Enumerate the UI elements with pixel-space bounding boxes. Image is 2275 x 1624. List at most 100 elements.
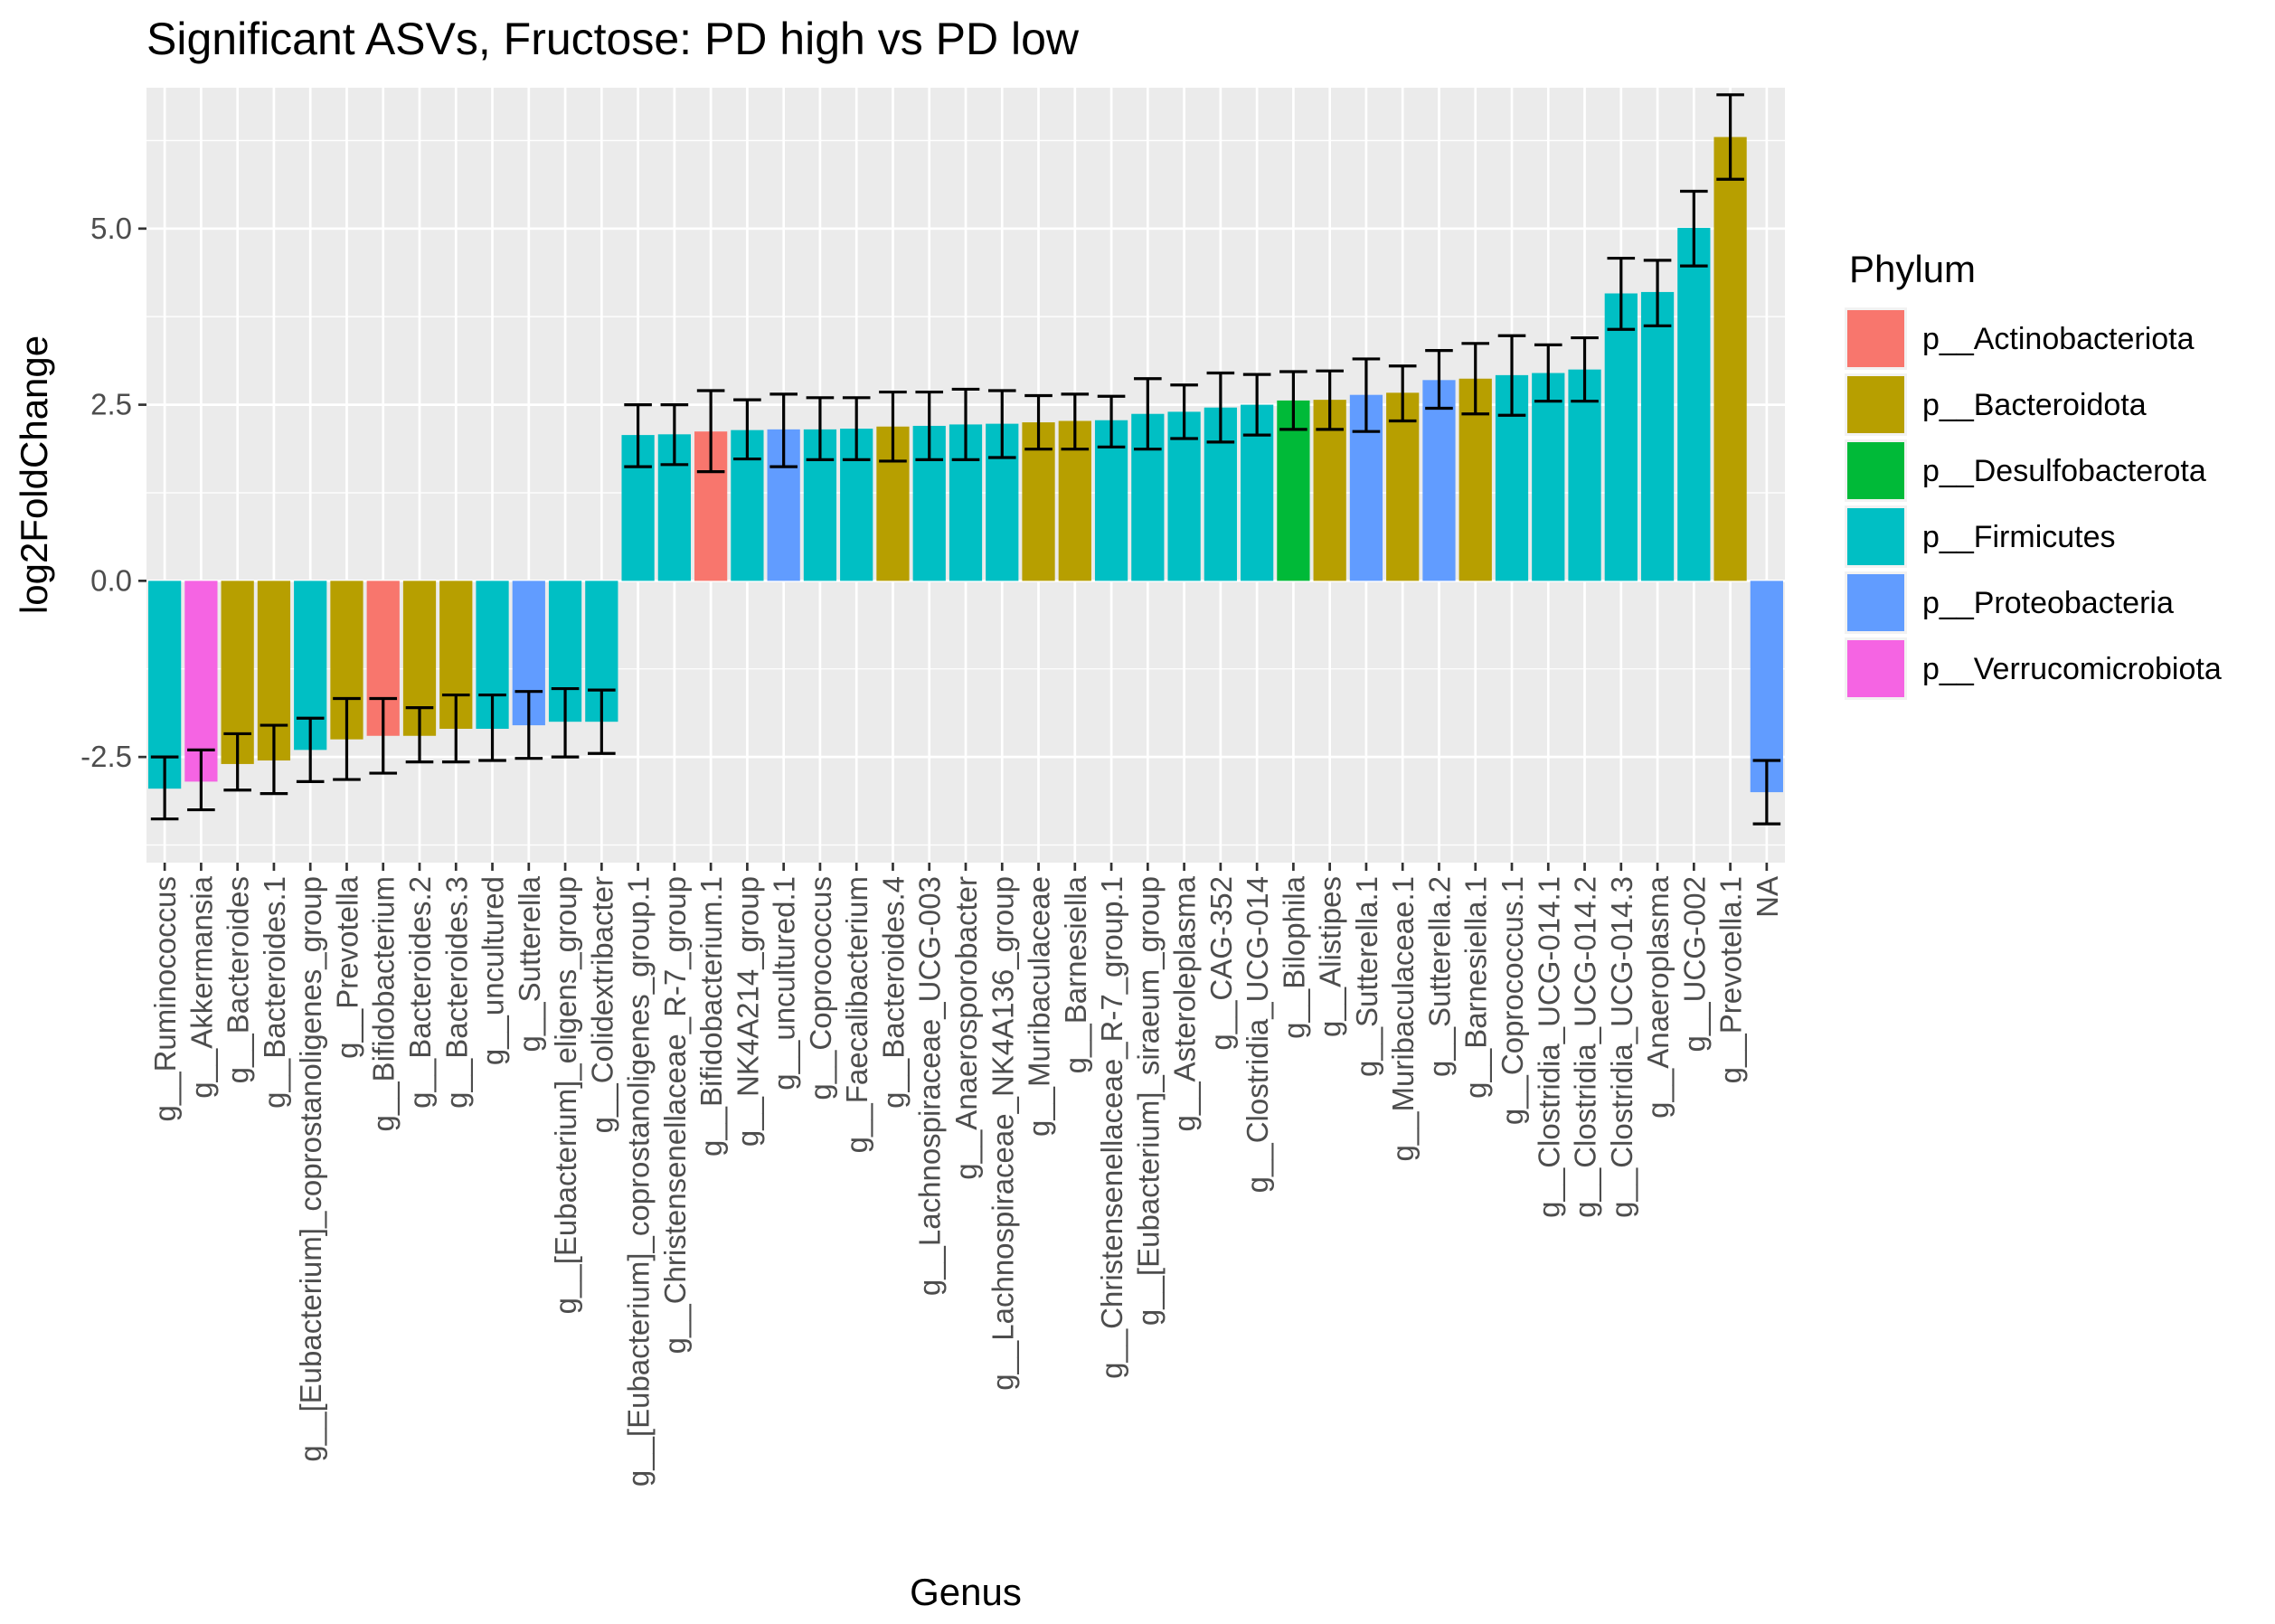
x-tick-label: NA <box>1751 876 1784 918</box>
legend-title: Phylum <box>1849 248 1976 290</box>
bar <box>1713 137 1747 581</box>
x-axis-title: Genus <box>910 1571 1022 1613</box>
error-bars <box>150 93 1781 826</box>
error-bar <box>1206 371 1235 444</box>
x-tick-label: g__Bacteroides.1 <box>258 876 291 1109</box>
legend-swatch <box>1847 640 1904 697</box>
error-bar <box>1497 334 1526 417</box>
bar <box>1422 380 1456 581</box>
bar <box>1568 369 1601 581</box>
error-bar <box>1680 189 1708 268</box>
legend-item: p__Proteobacteria <box>1845 571 2174 634</box>
x-tick-label: g__NK4A214_group <box>731 876 764 1147</box>
x-tick-label: g__Bifidobacterium <box>367 876 401 1132</box>
x-tick-label: g__Muribaculaceae.1 <box>1386 876 1420 1162</box>
error-bar <box>296 716 325 784</box>
error-bar <box>1061 392 1090 451</box>
bar <box>1532 373 1565 581</box>
error-bar <box>879 390 907 463</box>
x-tick-label: g__[Eubacterium]_eligens_group <box>549 876 582 1314</box>
x-tick-label: g__Prevotella.1 <box>1714 876 1748 1083</box>
legend-label: p__Verrucomicrobiota <box>1922 652 2222 686</box>
x-tick-label: g__Faecalibacterium <box>840 876 873 1153</box>
legend-item: p__Actinobacteriota <box>1845 307 2195 370</box>
bar <box>148 581 182 789</box>
legend-item: p__Bacteroidota <box>1845 373 2147 436</box>
legend-swatch <box>1847 442 1904 499</box>
bar <box>184 581 218 782</box>
y-axis-title: log2FoldChange <box>13 335 55 614</box>
x-tick-label: g__Alistipes <box>1314 876 1347 1037</box>
legend-item: p__Firmicutes <box>1845 505 2116 568</box>
x-tick-label: g__Clostridia_UCG-014 <box>1241 876 1274 1193</box>
error-bar <box>514 690 543 760</box>
error-bar <box>1425 349 1453 411</box>
legend-swatch <box>1847 508 1904 565</box>
error-bar <box>733 398 761 461</box>
error-bar <box>1461 342 1490 416</box>
error-bar <box>1279 370 1307 431</box>
legend-item: p__Verrucomicrobiota <box>1845 637 2222 700</box>
legend-label: p__Proteobacteria <box>1922 586 2174 620</box>
x-tick-label: g__Barnesiella <box>1059 875 1092 1073</box>
error-bar <box>260 723 288 796</box>
x-tick-label: g__Anaerosporobacter <box>949 876 983 1180</box>
error-bar <box>187 748 215 812</box>
x-tick-label: g__Bacteroides <box>222 876 255 1083</box>
x-tick-label: g__Colidextribacter <box>585 876 618 1133</box>
legend-label: p__Firmicutes <box>1922 520 2116 554</box>
legend-label: p__Desulfobacterota <box>1922 454 2206 488</box>
error-bar <box>1716 93 1744 181</box>
error-bar <box>369 696 398 775</box>
x-tick-label: g__Lachnospiraceae_UCG-003 <box>913 876 947 1296</box>
x-tick-label: g__Bacteroides.2 <box>403 876 437 1109</box>
bar <box>1604 293 1638 581</box>
x-tick-label: g__Christensenellaceae_R-7_group.1 <box>1095 876 1128 1379</box>
error-bar <box>660 402 689 467</box>
x-tick-label: g__Clostridia_UCG-014.2 <box>1569 876 1602 1218</box>
error-bar <box>150 755 179 821</box>
y-axis: -2.5 0.0 2.5 5.0 <box>80 212 146 773</box>
error-bar <box>1024 393 1053 451</box>
x-tick-label: g__Ruminococcus <box>148 876 182 1121</box>
error-bar <box>951 387 980 461</box>
error-bar <box>806 396 835 461</box>
y-tick-label: -2.5 <box>80 740 132 773</box>
x-tick-label: g__[Eubacterium]_coprostanoligenes_group <box>294 876 327 1462</box>
error-bar <box>1571 335 1599 403</box>
x-tick-label: g__Sutterella.1 <box>1350 876 1383 1077</box>
x-tick-label: g__Christensenellaceae_R-7_group <box>658 876 692 1354</box>
x-tick-label: g__Muribaculaceae <box>1023 876 1056 1137</box>
error-bar <box>1643 259 1672 327</box>
error-bar <box>1388 364 1417 423</box>
error-bar <box>624 402 652 468</box>
x-tick-label: g__Clostridia_UCG-014.1 <box>1532 876 1565 1218</box>
x-tick-label: g__Akkermansia <box>184 875 218 1098</box>
x-tick-label: g__Lachnospiraceae_NK4A136_group <box>986 876 1019 1391</box>
x-tick-label: g__Prevotella <box>330 875 363 1058</box>
x-tick-label: g__Coprococcus <box>804 876 837 1100</box>
y-tick-label: 2.5 <box>90 388 132 421</box>
x-tick-label: g__Anaeroplasma <box>1641 875 1675 1118</box>
x-tick-label: g__Sutterella <box>513 875 546 1052</box>
error-bar <box>769 392 798 468</box>
legend-swatch <box>1847 376 1904 433</box>
x-tick-label: g__Bacteroides.3 <box>439 876 473 1109</box>
legend: Phylum p__Actinobacteriota p__Bacteroidot… <box>1845 248 2222 700</box>
y-tick-label: 5.0 <box>90 212 132 245</box>
error-bar <box>915 390 944 461</box>
error-bar <box>223 732 251 792</box>
error-bar <box>405 705 434 764</box>
legend-swatch <box>1847 574 1904 631</box>
x-tick-label: g__Clostridia_UCG-014.3 <box>1605 876 1638 1218</box>
error-bar <box>842 396 871 461</box>
error-bar <box>1242 373 1271 437</box>
x-tick-label: g__CAG-352 <box>1204 876 1238 1051</box>
chart-title: Significant ASVs, Fructose: PD high vs P… <box>146 14 1080 64</box>
bar <box>1750 581 1783 793</box>
x-tick-label: g__Bilophila <box>1277 875 1310 1038</box>
legend-label: p__Bacteroidota <box>1922 388 2147 422</box>
x-tick-label: g__Sutterella.2 <box>1422 876 1456 1077</box>
